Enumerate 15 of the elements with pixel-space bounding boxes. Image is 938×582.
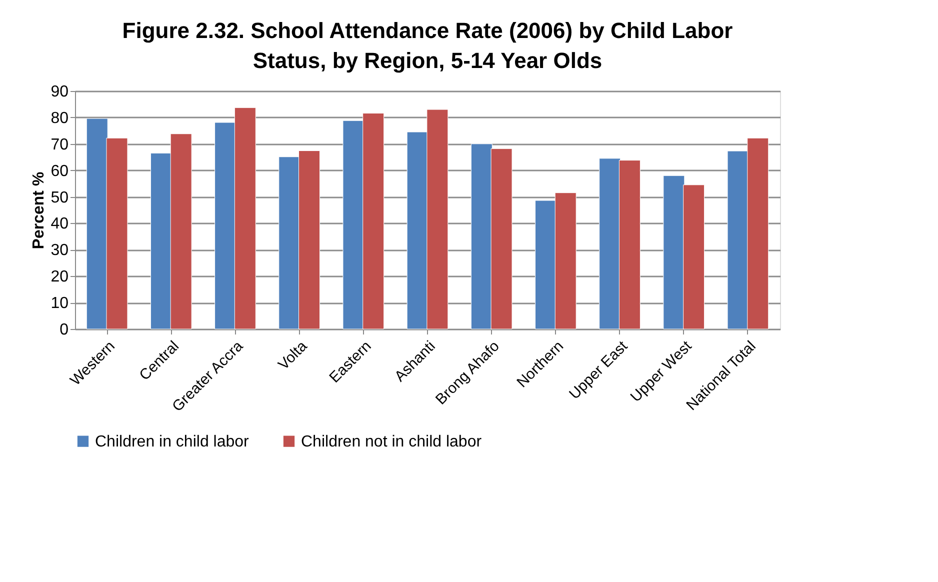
y-tick-label: 60 (50, 162, 69, 180)
chart-title: Figure 2.32. School Attendance Rate (2006) by Child Labor Status, by Region, 5-14 Year Olds (122, 18, 734, 73)
y-tick-label: 80 (50, 110, 69, 127)
y-tick-label: 70 (50, 136, 69, 154)
y-tick-label: 30 (50, 242, 69, 260)
y-tick-label: 0 (60, 322, 69, 338)
legend-label: Children in child labor (95, 433, 250, 450)
y-tick-label: 20 (50, 268, 69, 286)
x-tick-label: Volta (275, 337, 312, 374)
legend-label: Children not in child labor (301, 433, 482, 450)
y-tick-label: 10 (50, 295, 69, 312)
y-tick-label: 50 (50, 189, 69, 206)
y-tick-label: 90 (50, 84, 69, 100)
y-tick-label: 40 (50, 216, 69, 233)
y-axis-title: Percent % (30, 172, 48, 250)
